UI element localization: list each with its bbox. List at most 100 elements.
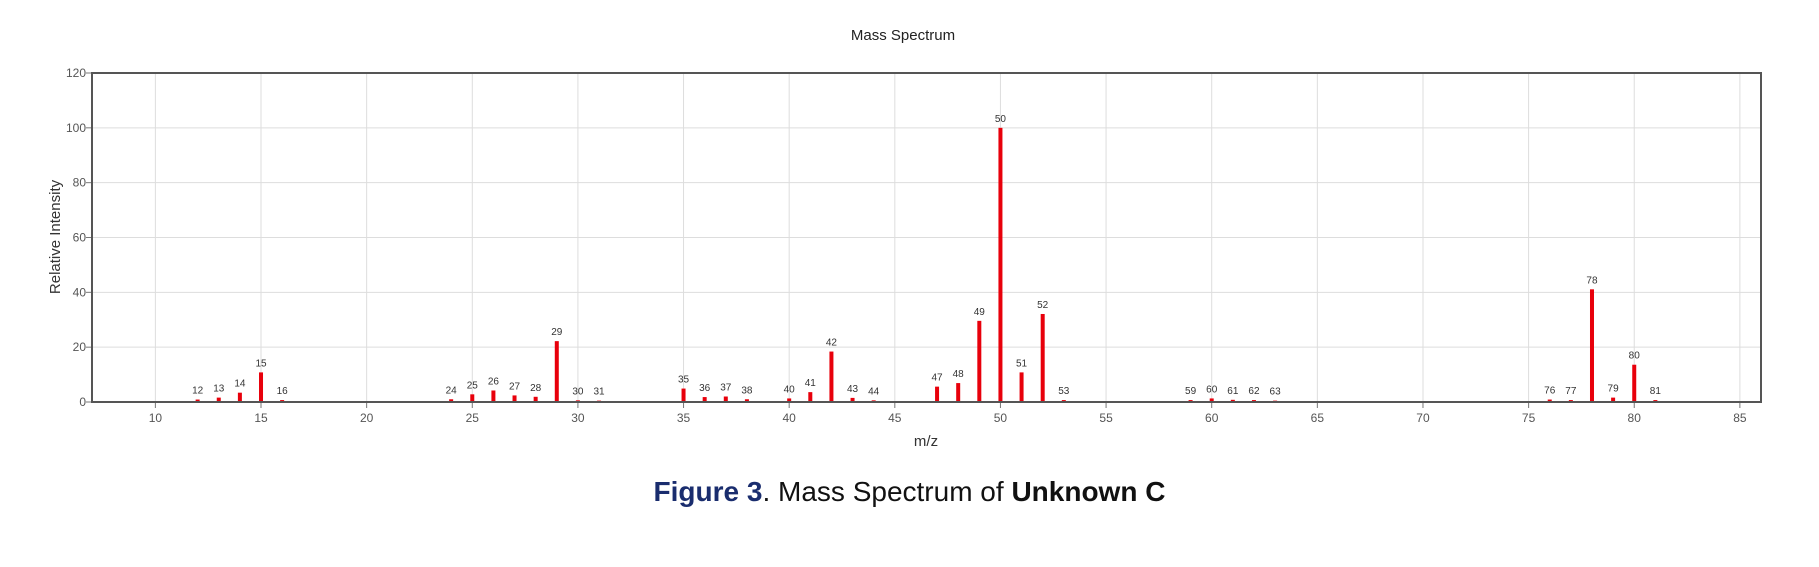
peak-label-mz-50: 50 [995, 114, 1007, 125]
peak-label-mz-35: 35 [678, 375, 690, 386]
peak-label-mz-14: 14 [234, 379, 246, 390]
x-tick-label: 20 [360, 411, 374, 425]
x-tick-label: 30 [571, 411, 585, 425]
x-tick-label: 80 [1628, 411, 1642, 425]
peak-bar-mz-14 [237, 392, 242, 402]
peak-label-mz-44: 44 [868, 386, 880, 397]
peak-bar-mz-26 [491, 390, 496, 402]
x-tick-label: 55 [1099, 411, 1113, 425]
peak-bar-mz-61 [1230, 399, 1235, 402]
x-tick-label: 60 [1205, 411, 1219, 425]
peak-label-mz-81: 81 [1650, 386, 1662, 397]
x-tick-label: 85 [1733, 411, 1747, 425]
peak-bar-mz-49 [977, 320, 982, 402]
peak-label-mz-62: 62 [1248, 386, 1260, 397]
x-tick-label: 10 [149, 411, 163, 425]
figure-caption: Figure 3. Mass Spectrum of Unknown C [0, 476, 1819, 508]
peak-label-mz-76: 76 [1544, 386, 1556, 397]
peak-labels: 12 13 14 15 16 24 25 26 27 28 29 30 31 35 36 37 38 40 41 42… [192, 114, 1661, 398]
peak-label-mz-43: 43 [847, 384, 859, 395]
peak-bar-mz-24 [449, 399, 454, 402]
caption-subject: Unknown C [1011, 476, 1166, 507]
peak-bar-mz-41 [808, 392, 813, 402]
peak-label-mz-59: 59 [1185, 386, 1197, 397]
plot-frame [91, 72, 1762, 403]
peak-label-mz-41: 41 [805, 378, 817, 389]
peak-label-mz-48: 48 [953, 369, 965, 380]
peak-bar-mz-29 [554, 341, 559, 402]
y-tick-label: 40 [73, 285, 87, 299]
y-axis-ticks: 0 20 40 60 80 100 120 [66, 66, 92, 409]
peak-label-mz-26: 26 [488, 376, 500, 387]
x-axis-label: m/z [914, 433, 938, 450]
peak-label-mz-42: 42 [826, 338, 838, 349]
peak-bar-mz-28 [533, 396, 538, 402]
x-tick-label: 15 [254, 411, 268, 425]
peak-label-mz-60: 60 [1206, 384, 1218, 395]
peak-bar-mz-35 [681, 388, 686, 402]
peak-bar-mz-15 [259, 372, 264, 402]
peak-bar-mz-76 [1547, 399, 1552, 402]
peak-bar-mz-48 [956, 383, 961, 402]
peak-label-mz-15: 15 [255, 358, 267, 369]
y-tick-label: 0 [79, 395, 86, 409]
peak-label-mz-16: 16 [277, 386, 289, 397]
x-tick-label: 25 [466, 411, 480, 425]
peak-label-mz-40: 40 [784, 384, 796, 395]
peak-bar-mz-43 [850, 397, 855, 402]
peak-label-mz-30: 30 [572, 386, 584, 397]
peak-label-mz-13: 13 [213, 384, 225, 395]
peak-bar-mz-27 [512, 395, 517, 402]
x-tick-label: 75 [1522, 411, 1536, 425]
y-tick-label: 80 [73, 176, 87, 190]
y-axis-label: Relative Intensity [47, 179, 64, 294]
peak-bar-mz-37 [723, 396, 728, 402]
peak-label-mz-28: 28 [530, 383, 542, 394]
peak-label-mz-80: 80 [1629, 351, 1641, 362]
chart-title: Mass Spectrum [851, 27, 955, 44]
peak-bar-mz-47 [935, 386, 940, 402]
y-tick-label: 120 [66, 66, 86, 80]
peak-label-mz-25: 25 [467, 380, 479, 391]
peak-label-mz-52: 52 [1037, 300, 1049, 311]
peak-bars [195, 127, 1658, 402]
peak-bar-mz-60 [1209, 398, 1214, 402]
peak-bar-mz-52 [1040, 313, 1045, 402]
peak-label-mz-29: 29 [551, 327, 563, 338]
x-tick-label: 50 [994, 411, 1008, 425]
peak-label-mz-12: 12 [192, 386, 204, 397]
peak-label-mz-27: 27 [509, 381, 521, 392]
peak-label-mz-61: 61 [1227, 386, 1239, 397]
peak-bar-mz-12 [195, 399, 200, 402]
x-tick-label: 40 [782, 411, 796, 425]
y-tick-label: 20 [73, 340, 87, 354]
grid-lines [92, 72, 1761, 403]
mass-spectrum-chart: Mass Spectrum 0 20 40 60 80 100 120 10 15 20 25 30… [47, 27, 1762, 450]
peak-bar-mz-50 [998, 127, 1003, 402]
peak-label-mz-77: 77 [1565, 386, 1577, 397]
peak-label-mz-24: 24 [446, 385, 458, 396]
peak-label-mz-36: 36 [699, 383, 711, 394]
peak-label-mz-79: 79 [1608, 384, 1620, 395]
peak-bar-mz-13 [216, 397, 221, 402]
x-axis-ticks: 10 15 20 25 30 35 40 45 50 55 60 65 70 75 80 85 [149, 402, 1747, 425]
y-tick-label: 100 [66, 121, 86, 135]
peak-bar-mz-80 [1632, 364, 1637, 402]
figure-label: Figure 3 [653, 476, 763, 507]
peak-label-mz-37: 37 [720, 383, 732, 394]
peak-bar-mz-40 [787, 398, 792, 402]
peak-bar-mz-38 [744, 399, 749, 402]
peak-label-mz-49: 49 [974, 307, 986, 318]
peak-label-mz-63: 63 [1270, 387, 1282, 398]
caption-text: . Mass Spectrum of [762, 476, 1012, 507]
x-tick-label: 35 [677, 411, 691, 425]
peak-label-mz-78: 78 [1586, 275, 1598, 286]
peak-bar-mz-36 [702, 397, 707, 402]
peak-label-mz-38: 38 [741, 385, 753, 396]
peak-bar-mz-42 [829, 351, 834, 402]
peak-bar-mz-25 [470, 394, 475, 402]
x-tick-label: 70 [1416, 411, 1430, 425]
peak-label-mz-51: 51 [1016, 358, 1028, 369]
x-tick-label: 65 [1311, 411, 1325, 425]
peak-bar-mz-51 [1019, 372, 1024, 402]
